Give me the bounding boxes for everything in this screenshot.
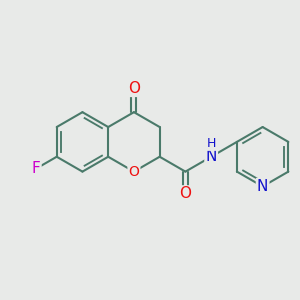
Text: F: F	[32, 161, 40, 176]
Text: O: O	[128, 165, 140, 178]
Text: N: N	[257, 179, 268, 194]
Text: O: O	[179, 186, 191, 201]
Text: O: O	[128, 81, 140, 96]
Text: N: N	[206, 149, 217, 164]
Text: H: H	[206, 137, 216, 150]
